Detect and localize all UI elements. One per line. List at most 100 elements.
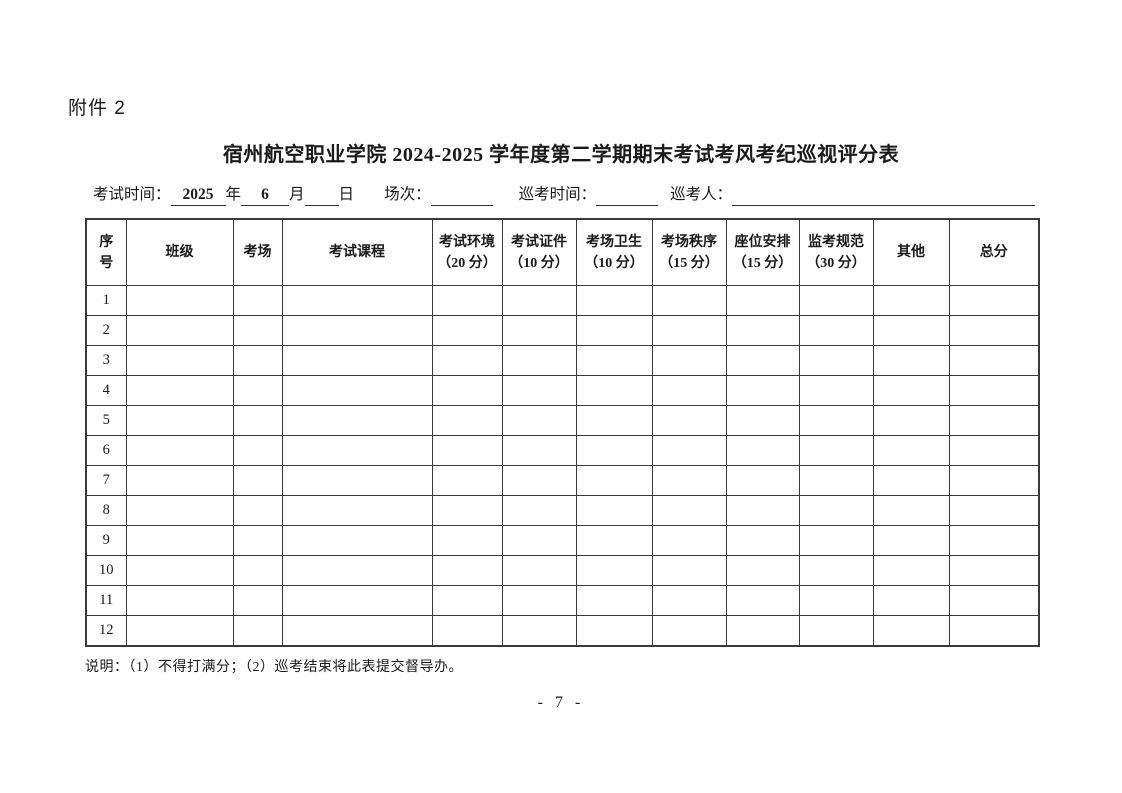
table-row: 1 — [85, 285, 1040, 316]
header-other: 其他 — [872, 218, 950, 286]
table-cell — [872, 405, 950, 436]
table-cell — [281, 405, 433, 436]
table-cell — [725, 315, 800, 346]
page-title: 宿州航空职业学院 2024-2025 学年度第二学期期末考试考风考纪巡视评分表 — [222, 144, 900, 166]
table-cell — [872, 375, 950, 406]
table-cell — [281, 465, 433, 496]
table-cell — [431, 615, 503, 647]
table-cell — [125, 555, 234, 586]
table-cell — [948, 495, 1040, 526]
table-cell — [948, 585, 1040, 616]
row-number-cell: 6 — [85, 435, 127, 466]
table-cell — [431, 525, 503, 556]
row-number-cell: 11 — [85, 585, 127, 616]
table-cell — [281, 285, 433, 316]
row-number-cell: 3 — [85, 345, 127, 376]
header-seating-arrangement: 座位安排 （15 分） — [725, 218, 800, 286]
table-cell — [948, 285, 1040, 316]
table-cell — [798, 495, 874, 526]
table-cell — [725, 405, 800, 436]
table-cell — [575, 405, 653, 436]
header-invigilation-standards: 监考规范 （30 分） — [798, 218, 874, 286]
page-number: - 7 - — [537, 694, 585, 711]
table-cell — [232, 465, 283, 496]
table-cell — [281, 435, 433, 466]
table-cell — [501, 375, 577, 406]
table-cell — [798, 375, 874, 406]
row-number-cell: 9 — [85, 525, 127, 556]
header-exam-environment: 考试环境 （20 分） — [431, 218, 503, 286]
table-cell — [431, 435, 503, 466]
table-cell — [725, 435, 800, 466]
exam-info-line: 考试时间： 2025 年 6 月 日 场次： 巡考时间： 巡考人： — [93, 184, 1035, 206]
table-cell — [948, 435, 1040, 466]
header-room-order: 考场秩序 （15 分） — [651, 218, 727, 286]
table-row: 8 — [85, 495, 1040, 526]
table-cell — [798, 585, 874, 616]
table-cell — [232, 495, 283, 526]
table-cell — [125, 465, 234, 496]
header-exam-room: 考场 — [232, 218, 283, 286]
table-cell — [798, 345, 874, 376]
table-cell — [431, 285, 503, 316]
table-cell — [501, 585, 577, 616]
table-cell — [501, 405, 577, 436]
header-exam-course: 考试课程 — [281, 218, 433, 286]
table-cell — [281, 315, 433, 346]
table-cell — [232, 585, 283, 616]
table-cell — [431, 465, 503, 496]
table-cell — [725, 285, 800, 316]
table-cell — [501, 315, 577, 346]
table-row: 2 — [85, 315, 1040, 346]
table-row: 5 — [85, 405, 1040, 436]
table-cell — [575, 465, 653, 496]
exam-year-field: 2025 — [170, 185, 226, 206]
table-cell — [125, 375, 234, 406]
table-cell — [281, 375, 433, 406]
table-cell — [431, 555, 503, 586]
table-cell — [501, 345, 577, 376]
table-cell — [575, 585, 653, 616]
table-cell — [872, 465, 950, 496]
table-cell — [725, 465, 800, 496]
table-cell — [281, 555, 433, 586]
table-cell — [872, 345, 950, 376]
table-cell — [651, 465, 727, 496]
table-cell — [431, 345, 503, 376]
table-cell — [798, 525, 874, 556]
row-number-cell: 7 — [85, 465, 127, 496]
table-cell — [232, 435, 283, 466]
table-cell — [651, 285, 727, 316]
table-cell — [575, 345, 653, 376]
table-cell — [872, 315, 950, 346]
table-cell — [125, 405, 234, 436]
table-cell — [501, 465, 577, 496]
day-suffix-label: 日 — [338, 186, 355, 203]
table-cell — [725, 495, 800, 526]
header-total-score: 总分 — [948, 218, 1040, 286]
table-cell — [651, 495, 727, 526]
table-cell — [872, 615, 950, 647]
attachment-label: 附件 2 — [68, 98, 126, 119]
table-cell — [431, 405, 503, 436]
table-cell — [651, 375, 727, 406]
table-row: 7 — [85, 465, 1040, 496]
table-cell — [281, 525, 433, 556]
table-cell — [575, 285, 653, 316]
table-cell — [232, 285, 283, 316]
table-cell — [232, 345, 283, 376]
header-class: 班级 — [125, 218, 234, 286]
table-cell — [651, 405, 727, 436]
table-row: 3 — [85, 345, 1040, 376]
row-number-cell: 5 — [85, 405, 127, 436]
table-cell — [501, 615, 577, 647]
table-cell — [125, 345, 234, 376]
month-suffix-label: 月 — [289, 186, 305, 203]
patrol-time-field — [596, 185, 659, 206]
header-room-hygiene: 考场卫生 （10 分） — [575, 218, 653, 286]
table-cell — [431, 375, 503, 406]
table-cell — [872, 555, 950, 586]
table-cell — [798, 435, 874, 466]
exam-time-label: 考试时间： — [93, 186, 171, 203]
session-field — [430, 185, 493, 206]
